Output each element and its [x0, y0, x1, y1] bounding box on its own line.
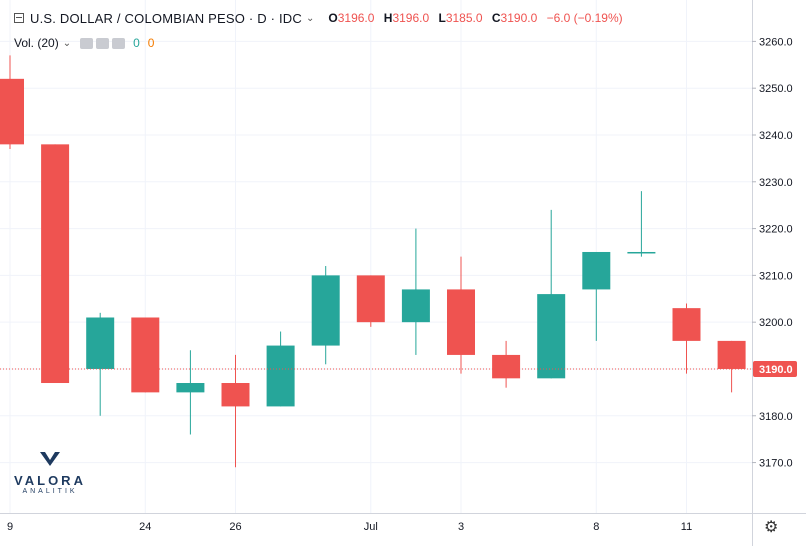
last-price-badge — [753, 360, 797, 377]
volume-value-2: 0 — [147, 36, 155, 50]
open-label: O — [328, 11, 338, 25]
candle-body — [176, 383, 205, 393]
gear-icon[interactable]: ⚙ — [764, 519, 779, 536]
candle — [492, 340, 521, 388]
candle-body — [356, 275, 385, 323]
collapse-icon[interactable] — [14, 13, 24, 23]
candle — [41, 144, 70, 384]
candle — [717, 340, 746, 393]
candle-body — [221, 383, 250, 407]
candle — [176, 350, 205, 435]
candle-body — [266, 345, 295, 407]
price-axis[interactable]: 3170.0 3180.0 3190.0 3200.0 3210.0 3220.0 3230… — [752, 36, 797, 470]
candle — [266, 331, 295, 407]
candle — [0, 55, 24, 150]
price-tick-label: 3250.0 — [759, 83, 793, 95]
time-tick-label: 8 — [593, 521, 599, 533]
candle-body — [131, 317, 160, 393]
chevron-down-icon[interactable]: ⌄ — [62, 37, 72, 49]
low-value: 3185.0 — [445, 11, 483, 25]
candle — [311, 266, 340, 365]
chart-legend: U.S. DOLLAR / COLOMBIAN PESO · D · IDC ⌄… — [14, 8, 629, 28]
candle — [582, 251, 611, 341]
close-value: 3190.0 — [500, 11, 538, 25]
eye-icon[interactable] — [80, 37, 94, 49]
price-tick-label: 3210.0 — [759, 270, 793, 282]
candle-body — [627, 251, 656, 254]
time-tick-label: 26 — [229, 521, 241, 533]
valora-logo: VALORA ANALITIK — [14, 450, 86, 495]
last-price-text: 3190.0 — [759, 364, 793, 376]
candle-body — [672, 308, 701, 341]
volume-value-1: 0 — [133, 36, 140, 50]
valora-logo-mark — [40, 452, 60, 466]
candle — [221, 354, 250, 468]
price-tick-label: 3180.0 — [759, 411, 793, 423]
candle-body — [717, 340, 746, 369]
chevron-down-icon[interactable]: ⌄ — [305, 12, 315, 24]
change-value: −6.0 (−0.19%) — [546, 11, 623, 25]
candle — [537, 209, 566, 379]
low-label: L — [438, 11, 446, 25]
close-icon[interactable] — [112, 37, 126, 49]
last-price-label: 3190.0 — [753, 360, 797, 377]
close-label: C — [491, 11, 501, 25]
price-tick-label: 3230.0 — [759, 177, 793, 189]
time-tick-label: 24 — [139, 521, 151, 533]
price-tick-label: 3170.0 — [759, 458, 793, 470]
settings-icon[interactable] — [96, 37, 110, 49]
candle-body — [582, 251, 611, 290]
logo-subword: ANALITIK — [22, 488, 78, 495]
time-tick-label: Jul — [364, 521, 378, 533]
price-tick-label: 3200.0 — [759, 317, 793, 329]
open-value: 3196.0 — [337, 11, 375, 25]
candles — [0, 55, 752, 468]
price-tick-label: 3260.0 — [759, 36, 793, 48]
price-tick-label: 3240.0 — [759, 130, 793, 142]
candle — [401, 228, 430, 355]
volume-legend: Vol. (20) ⌄ 0 0 — [14, 34, 154, 52]
time-tick-label: 3 — [458, 521, 464, 533]
time-tick-label: 11 — [681, 521, 692, 533]
high-label: H — [383, 11, 393, 25]
candle — [672, 303, 701, 374]
candle-body — [537, 294, 566, 379]
volume-label[interactable]: Vol. (20) — [14, 36, 59, 50]
candle-body — [492, 354, 521, 379]
high-value: 3196.0 — [392, 11, 430, 25]
price-tick-label: 3220.0 — [759, 224, 793, 236]
candle — [86, 312, 115, 416]
candle-body — [41, 144, 70, 384]
candle — [627, 191, 656, 257]
ohlc-values: O3196.0 H3196.0 L3185.0 C3190.0 −6.0 (−0… — [328, 11, 628, 25]
candle-body — [86, 317, 115, 369]
time-tick-label: 9 — [7, 521, 13, 533]
symbol-title[interactable]: U.S. DOLLAR / COLOMBIAN PESO · D · IDC — [30, 10, 302, 26]
time-axis[interactable]: 9 24 26 Jul 3 8 11 — [7, 521, 692, 533]
candle — [447, 256, 475, 374]
candle-body — [311, 275, 340, 346]
candle — [356, 275, 385, 327]
candle-body — [447, 289, 475, 355]
candle-body — [401, 289, 430, 323]
candle — [131, 317, 160, 393]
candle-body — [0, 78, 24, 145]
logo-word: VALORA — [14, 473, 86, 488]
